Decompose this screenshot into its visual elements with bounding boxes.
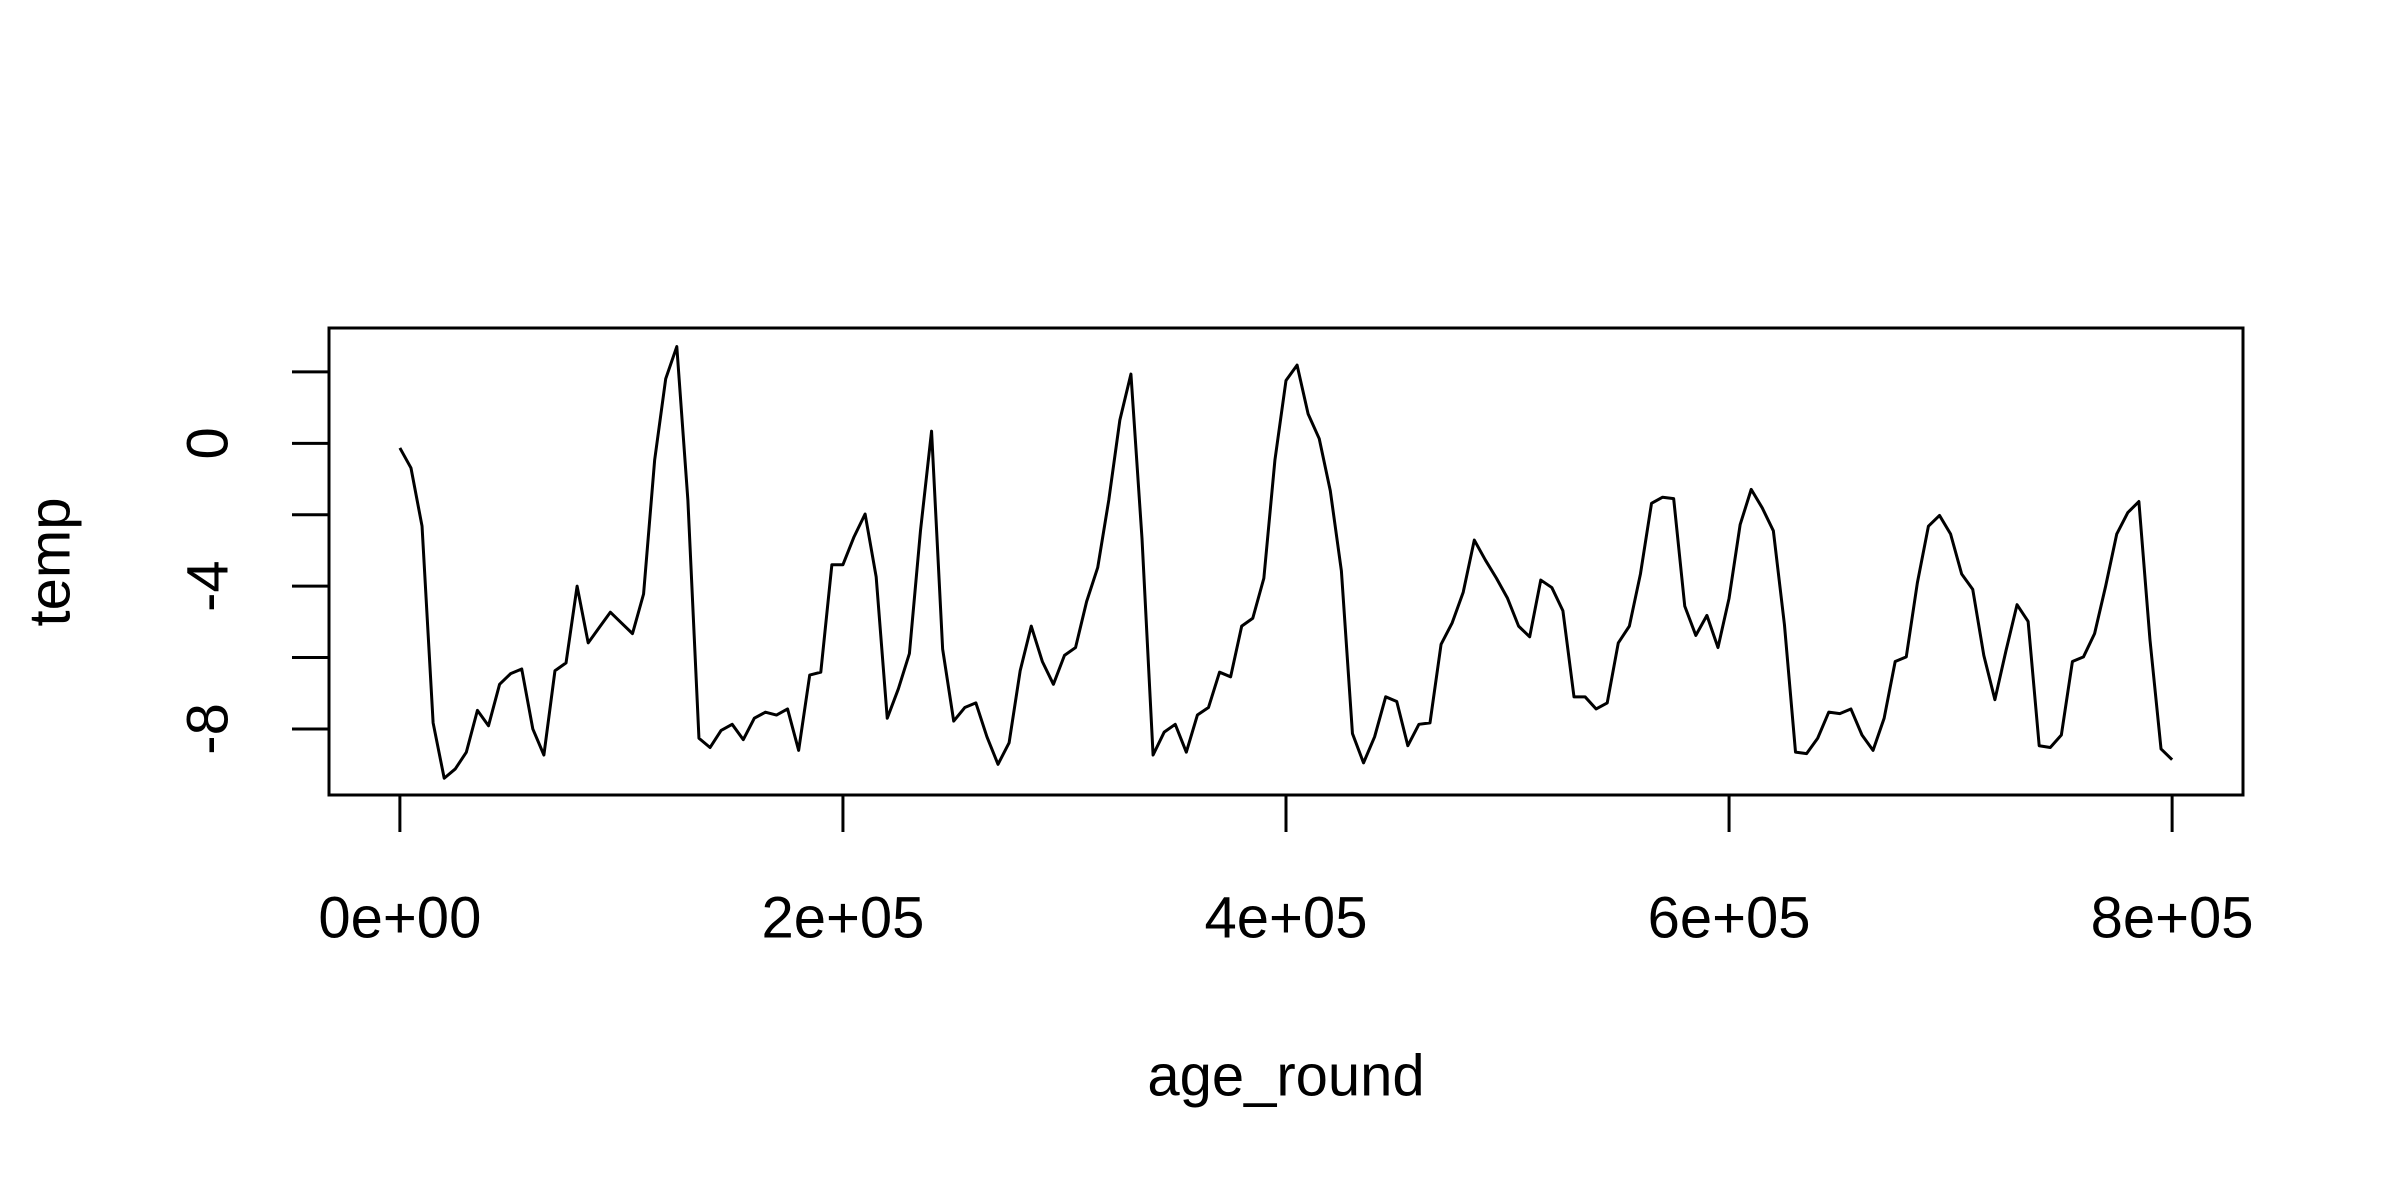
y-tick-label: -4	[175, 560, 240, 612]
x-tick-label: 0e+00	[318, 885, 481, 950]
x-tick-label: 6e+05	[1648, 885, 1811, 950]
x-tick-label: 2e+05	[761, 885, 924, 950]
x-tick-label: 4e+05	[1205, 885, 1368, 950]
y-tick-label: -8	[175, 703, 240, 755]
x-axis-title: age_round	[1147, 1043, 1424, 1108]
y-axis-title: temp	[17, 498, 82, 627]
data-line	[398, 345, 2174, 780]
x-tick-label: 8e+05	[2091, 885, 2254, 950]
y-tick-label: 0	[175, 427, 240, 459]
